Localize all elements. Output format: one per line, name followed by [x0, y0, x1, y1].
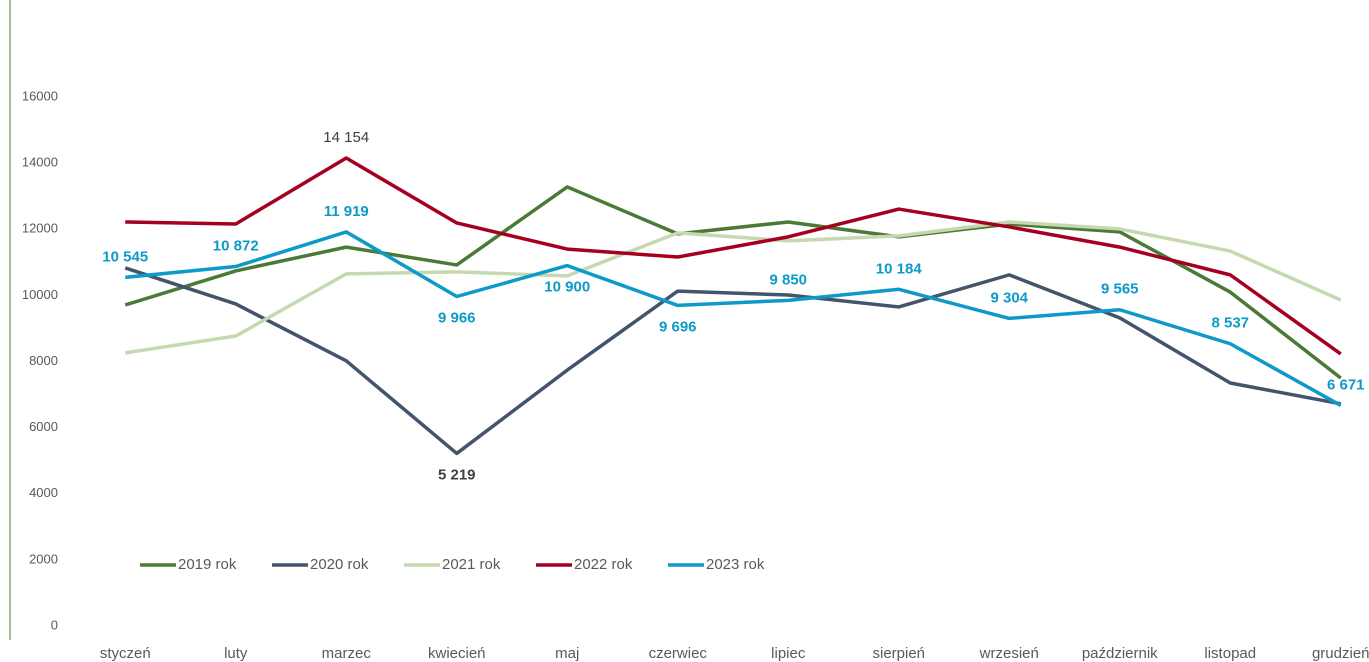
data-label: 9 966 [438, 309, 476, 326]
x-tick-label: październik [1082, 645, 1158, 662]
x-tick-label: styczeń [100, 645, 151, 662]
x-tick-label: kwiecień [428, 645, 486, 662]
x-tick-label: marzec [322, 645, 372, 662]
data-label: 11 919 [324, 203, 369, 220]
y-tick-label: 12000 [22, 221, 58, 236]
legend-label: 2020 rok [310, 556, 369, 573]
x-tick-label: sierpień [872, 645, 925, 662]
series-line [124, 266, 1342, 456]
y-tick-label: 14000 [22, 155, 58, 170]
data-label: 10 184 [876, 260, 923, 277]
data-label: 8 537 [1211, 315, 1249, 332]
y-tick-label: 10000 [22, 287, 58, 302]
y-tick-label: 6000 [29, 419, 58, 434]
y-tick-label: 4000 [29, 485, 58, 500]
y-tick-label: 0 [51, 617, 58, 632]
data-label: 14 154 [323, 129, 369, 146]
data-label: 10 872 [213, 238, 259, 255]
data-label: 9 850 [769, 271, 807, 288]
legend-label: 2021 rok [442, 556, 501, 573]
data-label: 9 304 [990, 289, 1028, 306]
series-line [124, 220, 1342, 355]
x-tick-label: grudzień [1312, 645, 1369, 662]
data-label: 9 565 [1101, 281, 1139, 298]
x-tick-label: czerwiec [649, 645, 708, 662]
series-line [125, 156, 1342, 356]
legend-label: 2023 rok [706, 556, 765, 573]
y-tick-label: 8000 [29, 353, 58, 368]
x-tick-label: maj [555, 645, 579, 662]
x-tick-label: wrzesień [979, 645, 1039, 662]
legend-label: 2022 rok [574, 556, 633, 573]
y-tick-label: 2000 [29, 551, 58, 566]
series-line [125, 230, 1342, 407]
x-tick-label: lipiec [771, 645, 806, 662]
x-tick-label: listopad [1204, 645, 1256, 662]
data-label: 9 696 [659, 318, 697, 335]
data-label: 10 900 [544, 279, 590, 296]
y-tick-label: 16000 [22, 88, 58, 103]
data-label: 6 671 [1327, 376, 1365, 393]
legend-label: 2019 rok [178, 556, 237, 573]
data-label: 10 545 [102, 248, 148, 265]
series-line [124, 185, 1342, 380]
x-tick-label: luty [224, 645, 248, 662]
data-label: 5 219 [438, 466, 476, 483]
